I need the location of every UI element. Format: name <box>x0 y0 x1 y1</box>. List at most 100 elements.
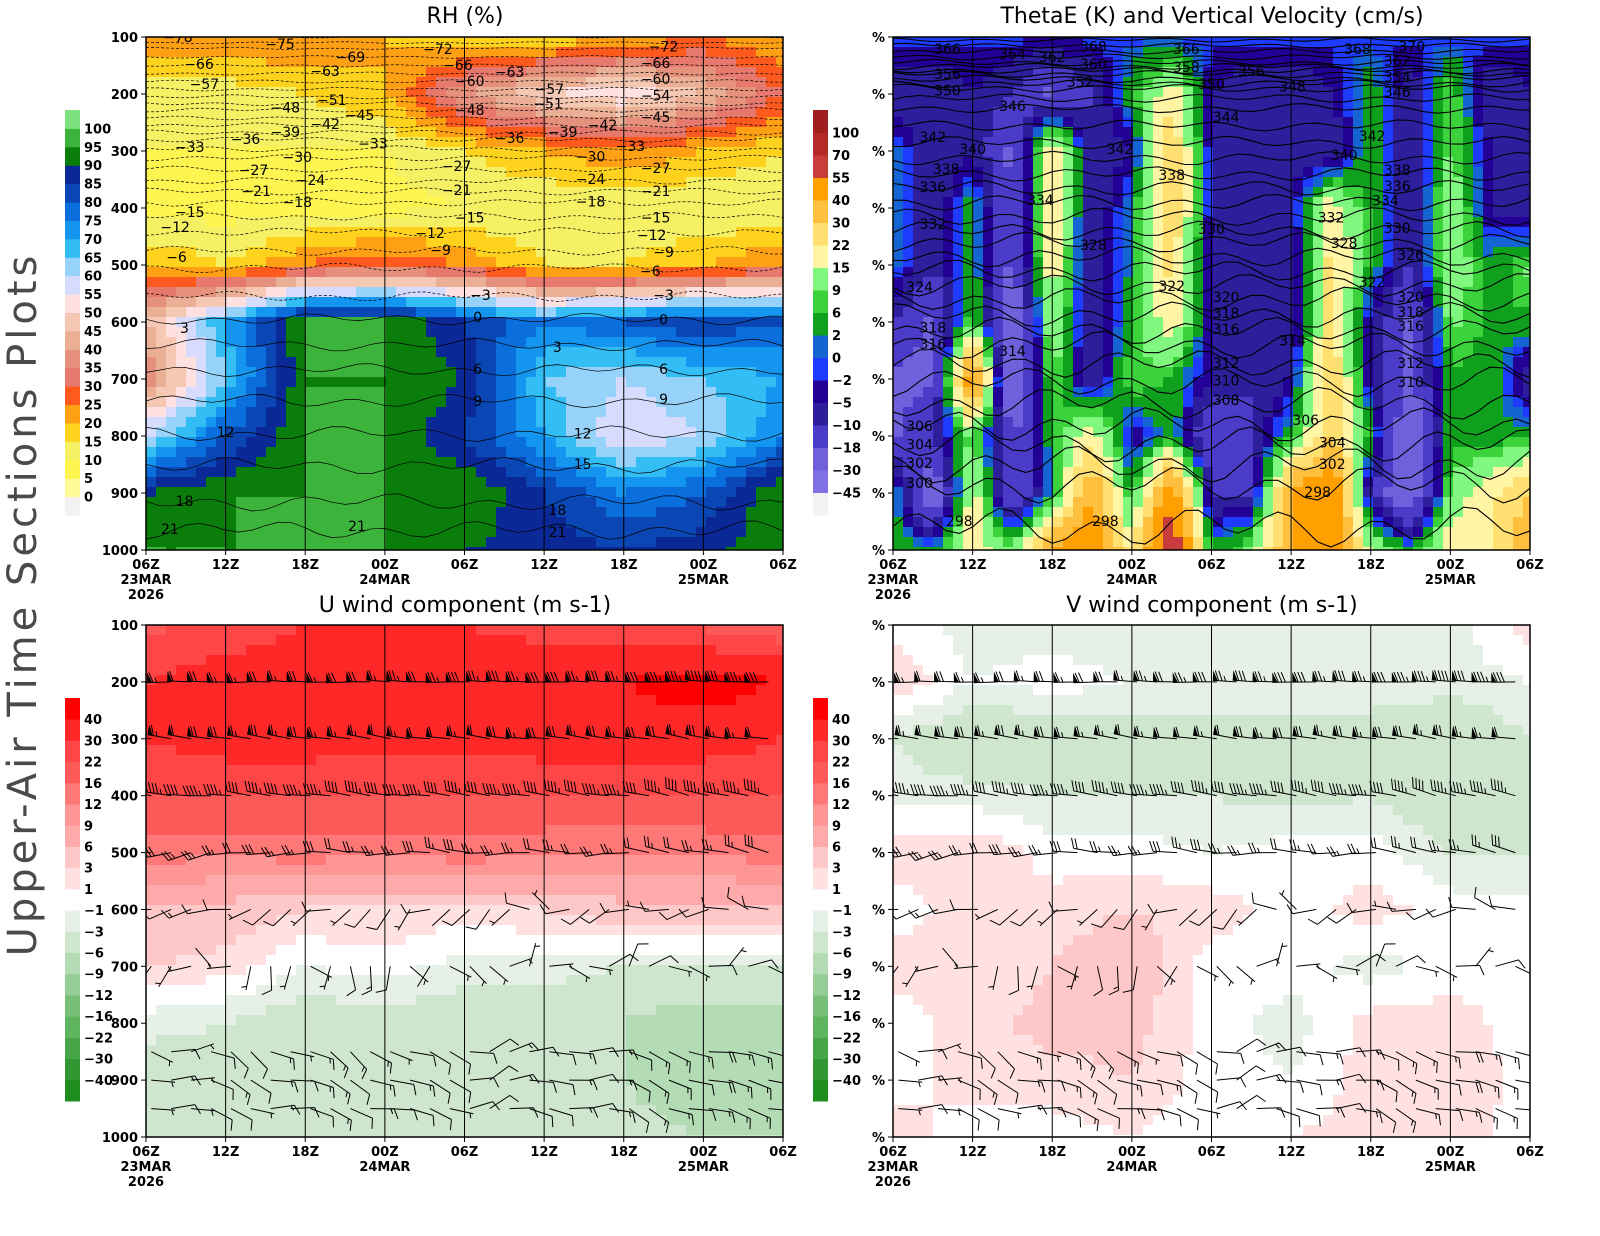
fill-cell <box>336 307 347 318</box>
fill-cell <box>626 157 637 168</box>
fill-cell <box>506 267 517 278</box>
fill-cell <box>953 107 964 118</box>
fill-cell <box>206 387 217 398</box>
fill-cell <box>923 167 934 178</box>
fill-cell <box>196 457 207 468</box>
fill-cell <box>766 357 777 368</box>
fill-cell <box>1133 127 1144 138</box>
fill-cell <box>636 457 647 468</box>
colorbar-label: 45 <box>84 325 102 340</box>
fill-cell <box>606 377 617 388</box>
fill-cell <box>286 117 297 128</box>
fill-cell <box>676 357 687 368</box>
fill-cell <box>456 487 467 498</box>
fill-cell <box>746 267 757 278</box>
fill-cell <box>746 437 757 448</box>
fill-cell <box>1103 257 1114 268</box>
fill-cell <box>1153 197 1164 208</box>
fill-cell <box>1093 37 1104 48</box>
fill-cell <box>1343 57 1354 68</box>
fill-cell <box>746 217 757 228</box>
fill-cell <box>983 237 994 248</box>
fill-cell <box>376 467 387 478</box>
fill-cell <box>913 47 924 58</box>
fill-cell <box>376 387 387 398</box>
fill-cell <box>406 407 417 418</box>
fill-cell <box>606 357 617 368</box>
fill-cell <box>526 267 537 278</box>
fill-cell <box>156 277 167 288</box>
fill-cell <box>1333 57 1344 68</box>
fill-cell <box>1373 127 1384 138</box>
fill-cell <box>1093 197 1104 208</box>
fill-cell <box>646 397 657 408</box>
fill-cell <box>1373 97 1384 108</box>
fill-cell <box>326 417 337 428</box>
fill-cell <box>516 187 527 198</box>
fill-cell <box>1283 187 1294 198</box>
y-tick-label: 1000 <box>102 544 138 559</box>
fill-cell <box>706 487 717 498</box>
fill-cell <box>1073 87 1084 98</box>
fill-cell <box>196 497 207 508</box>
y-tick-label: 100 <box>111 31 138 46</box>
fill-cell <box>716 217 727 228</box>
fill-cell <box>1483 57 1494 68</box>
fill-cell <box>666 287 677 298</box>
fill-cell <box>246 337 257 348</box>
fill-cell <box>1213 167 1224 178</box>
fill-cell <box>756 167 767 178</box>
fill-cell <box>406 277 417 288</box>
fill-cell <box>716 257 727 268</box>
fill-cell <box>766 427 777 438</box>
fill-cell <box>406 437 417 448</box>
fill-cell <box>206 347 217 358</box>
fill-cell <box>746 507 757 518</box>
fill-cell <box>326 247 337 258</box>
fill-cell <box>156 427 167 438</box>
fill-cell <box>186 537 197 548</box>
fill-cell <box>923 107 934 118</box>
panel-title-thetae: ThetaE (K) and Vertical Velocity (cm/s) <box>999 4 1423 29</box>
fill-cell <box>176 257 187 268</box>
fill-cell <box>726 97 737 108</box>
fill-cell <box>566 537 577 548</box>
fill-cell <box>446 257 457 268</box>
fill-cell <box>486 37 497 48</box>
fill-cell <box>636 537 647 548</box>
fill-cell <box>536 317 547 328</box>
fill-cell <box>1363 47 1374 58</box>
fill-cell <box>536 477 547 488</box>
fill-cell <box>1303 137 1314 148</box>
fill-cell <box>586 497 597 508</box>
fill-cell <box>256 437 267 448</box>
fill-cell <box>326 257 337 268</box>
fill-cell <box>156 547 167 550</box>
fill-cell <box>626 247 637 258</box>
fill-cell <box>696 177 707 188</box>
fill-cell <box>266 97 277 108</box>
fill-cell <box>1503 137 1514 148</box>
fill-cell <box>1343 77 1354 88</box>
fill-cell <box>1383 247 1394 258</box>
colorbar: 0510152025303540455055606570758085909510… <box>65 110 111 516</box>
fill-cell <box>436 117 447 128</box>
fill-cell <box>386 417 397 428</box>
fill-cell <box>376 337 387 348</box>
fill-cell <box>1403 217 1414 228</box>
fill-cell <box>1083 147 1094 158</box>
contour-label: 12 <box>574 426 592 442</box>
fill-cell <box>446 207 457 218</box>
fill-cell <box>446 367 457 378</box>
fill-cell <box>596 337 607 348</box>
fill-cell <box>236 407 247 418</box>
fill-cell <box>696 507 707 518</box>
fill-cell <box>496 317 507 328</box>
fill-cell <box>1043 227 1054 238</box>
fill-cell <box>426 157 437 168</box>
fill-cell <box>466 197 477 208</box>
fill-cell <box>396 467 407 478</box>
fill-cell <box>893 137 904 148</box>
fill-cell <box>196 427 207 438</box>
fill-cell <box>326 467 337 478</box>
